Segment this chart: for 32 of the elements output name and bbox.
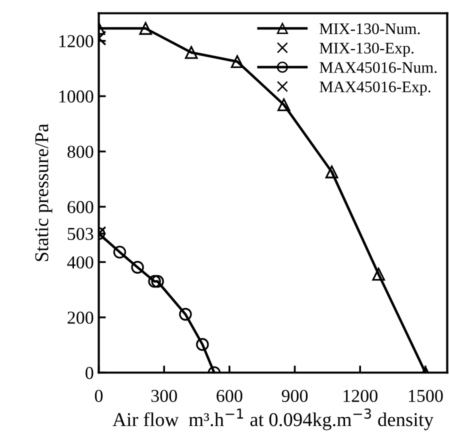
x-tick-label: 900 [282,390,308,402]
legend-label: MIX-130-Exp. [320,42,414,57]
point [148,275,161,288]
point [325,166,338,178]
y-tick-label: 400 [67,256,94,268]
x-tick-label: 0 [94,390,103,402]
point [131,260,144,274]
point [139,22,152,35]
x-tick-label: 1500 [408,390,443,402]
y-tick-label: 0 [86,366,94,380]
y-tick-label: 1200 [59,35,94,48]
point [151,275,164,288]
x-tick-label: 600 [216,390,242,402]
y-tick-label: 600 [68,201,94,214]
y-axis-title: Static pressure/Pa [35,124,52,262]
x-tick-label: 300 [151,390,177,402]
point [184,46,198,59]
legend-label: MAX45016-Num. [320,62,437,73]
legend-label: MAX45016-Exp. [320,81,430,96]
x-axis-title: Air flow m³.h$^{−1}$ at 0.094kg.m$^{−3}$ density [112,408,434,430]
point [179,308,192,321]
y-tick-label: 200 [68,312,94,324]
point [196,338,209,351]
legend-label: MIX-130-Num. [320,23,420,34]
x-tick-label: 1200 [344,390,378,402]
point [277,98,290,112]
y-tick-label: 503 [68,228,94,240]
y-tick-label: 1000 [59,90,94,103]
point [372,268,385,281]
point [113,246,126,258]
point [230,55,244,68]
y-tick-label: 800 [68,146,94,158]
